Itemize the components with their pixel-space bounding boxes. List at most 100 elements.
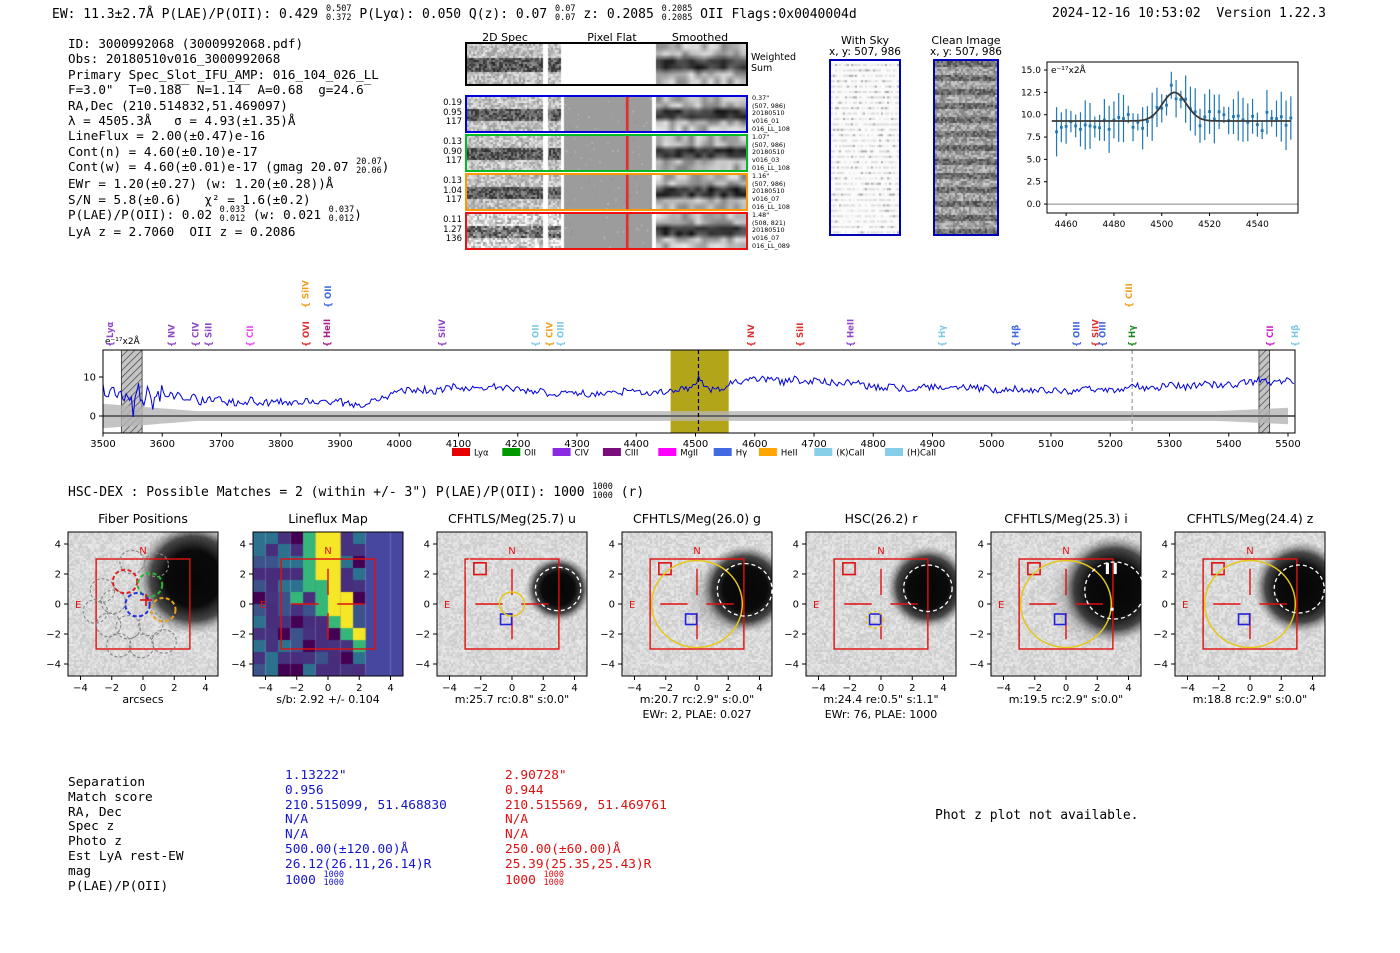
x-tick-label: 4 [940, 683, 946, 694]
line-fit-plot: 0.0 2.5 5.0 7.5 10.0 12.5 15.0 4460 4480 4500 4520… [1021, 61, 1299, 230]
fiber-stat: 0.19 [443, 98, 462, 108]
fiber-circle-gray [106, 633, 132, 658]
info-line: Primary Spec_Slot_IFU_AMP: 016_104_026_L… [68, 66, 379, 82]
x-tick-label: 0 [140, 683, 146, 694]
emission-line-label: { OVI [302, 321, 312, 347]
fiber-stat: 117 [445, 156, 462, 166]
catalog-object-box-blue [1237, 613, 1251, 626]
y-tick-label: −4 [415, 660, 430, 671]
data-point [1155, 106, 1159, 109]
data-point [1260, 129, 1264, 133]
x-tick-label: 4 [756, 683, 762, 694]
data-point [1122, 117, 1125, 120]
data-point [1079, 127, 1082, 131]
cutout-overlay: 4 2 0 −2 −4 −4 −2 0 2 4 N E [784, 531, 957, 694]
x-tick-label: 4 [571, 683, 577, 694]
y-tick-label: 0.0 [1027, 200, 1042, 210]
data-point [1265, 110, 1269, 114]
x-tick-label: 5100 [1038, 439, 1063, 450]
x-tick-label: 4500 [1150, 220, 1173, 230]
flux-unit-label: e⁻¹⁷x2Å [1051, 64, 1087, 76]
extraction-box [1018, 558, 1114, 650]
detection-info-block: ID: 3000992068 (3000992068.pdf) Obs: 2018… [68, 36, 389, 239]
photz-unavailable-note: Phot z plot not available. [935, 808, 1139, 823]
fiber-id-text: 0.37" [752, 94, 770, 102]
spec2d-row-image [467, 214, 746, 248]
fiber-circle-gray [151, 629, 177, 654]
x-tick-label: 4400 [624, 439, 649, 450]
decorative: 1000 [592, 490, 613, 501]
spec2d-row [465, 212, 748, 250]
cutout-overlay: 4 2 0 −2 −4 −4 −2 0 2 4 N E [600, 531, 773, 694]
data-point [1126, 113, 1130, 116]
y-tick-label: −2 [1153, 630, 1168, 641]
decorative: 0.012 [219, 213, 246, 224]
match-table-label: Spec z [68, 819, 115, 835]
y-tick-label: 0 [609, 600, 615, 611]
y-tick-label: 5.0 [1027, 155, 1042, 165]
x-tick-label: 4600 [742, 439, 767, 450]
cutout-frame [436, 531, 588, 677]
x-tick-label: 0 [878, 683, 884, 694]
x-tick-label: 0 [694, 683, 700, 694]
spec2d-row-annotation: 1.48" (508, 821) 20180510 v016_07 016_LL_089 [752, 211, 790, 251]
fiber-id-text: (507, 986) [752, 179, 786, 188]
north-label: N [693, 546, 700, 557]
y-tick-label: 0 [424, 600, 430, 611]
x-tick-label: 5000 [979, 439, 1004, 450]
fiber-id-text: v016_01 [752, 117, 780, 126]
sky-panel-coords: x, y: 507, 986 [829, 46, 901, 58]
emission-line-label: { SiII [204, 323, 214, 347]
decorative: 1000 [323, 869, 345, 880]
x-tick-label: 0 [325, 683, 331, 694]
emission-line-label: { CII [246, 325, 256, 347]
fiber-id-text: v016_03 [752, 156, 780, 165]
data-point [1160, 106, 1164, 110]
y-tick-label: 10 [83, 373, 96, 384]
cutout-caption-line1: s/b: 2.92 +/- 0.104 [276, 693, 380, 706]
match-table-value: 210.515569, 51.469761 [505, 797, 667, 813]
y-tick-label: −2 [415, 630, 430, 641]
emission-line-label: { CIII [1125, 283, 1135, 308]
y-tick-label: 4 [978, 540, 984, 551]
cutout-caption-line2: EWr: 2, PLAE: 0.027 [642, 708, 752, 721]
north-label: N [324, 546, 331, 557]
data-point [1117, 116, 1121, 119]
info-line: LyA z = 2.7060 OII z = 0.2086 [68, 224, 296, 240]
cutout-caption-line1: m:19.5 rc:2.9" s:0.0" [1008, 693, 1124, 706]
info-line: Cont(n) = 4.60(±0.10)e-17 [68, 143, 258, 159]
y-tick-label: 4 [609, 540, 615, 551]
fiber-id-text: 016_LL_108 [752, 124, 790, 133]
east-label: E [1182, 600, 1188, 611]
y-tick-label: −4 [784, 660, 799, 671]
x-tick-label: 3800 [268, 439, 293, 450]
emission-line-label: { Hγ [1128, 325, 1138, 347]
info-line: Cont(w) = 4.60(±0.01)e-17 (gmag 20.07 20… [68, 157, 390, 176]
fiber-circle-gray [82, 599, 109, 624]
north-label: N [877, 546, 884, 557]
data-point [1102, 118, 1106, 122]
spec2d-row-image [467, 44, 746, 84]
y-tick-label: 12.5 [1021, 88, 1041, 98]
legend-label: HeII [781, 449, 798, 459]
cutout-frame [990, 531, 1142, 677]
data-point [1279, 115, 1283, 119]
cutout-frame [1174, 531, 1326, 677]
cutout-image [253, 532, 403, 676]
y-tick-label: −4 [1153, 660, 1168, 671]
fiber-circle-gray [95, 612, 122, 638]
y-tick-label: 15.0 [1021, 66, 1041, 76]
match-table-label: P(LAE)/P(OII) [68, 878, 169, 894]
spec2d-column-header: 2D Spec [482, 31, 528, 44]
data-point [1246, 120, 1250, 124]
info-line: P(LAE)/P(OII): 0.02 0.033 0.012 (w: 0.021… [68, 205, 362, 224]
x-tick-label: 4480 [1102, 220, 1125, 230]
x-tick-label: 3600 [150, 439, 175, 450]
emission-line-label: { HeII [847, 319, 857, 347]
match-table-value: N/A [285, 812, 309, 828]
fiber-id-text: 20180510 [752, 187, 785, 196]
decorative: 1000 [323, 878, 345, 889]
full-spectrum-plot: 3500 3600 3700 3800 3900 4000 4100 4200 4300 4400… [83, 280, 1301, 459]
cutout-caption-line1: m:20.7 rc:2.9" s:0.0" [639, 693, 755, 706]
x-tick-label: 5300 [1157, 439, 1182, 450]
